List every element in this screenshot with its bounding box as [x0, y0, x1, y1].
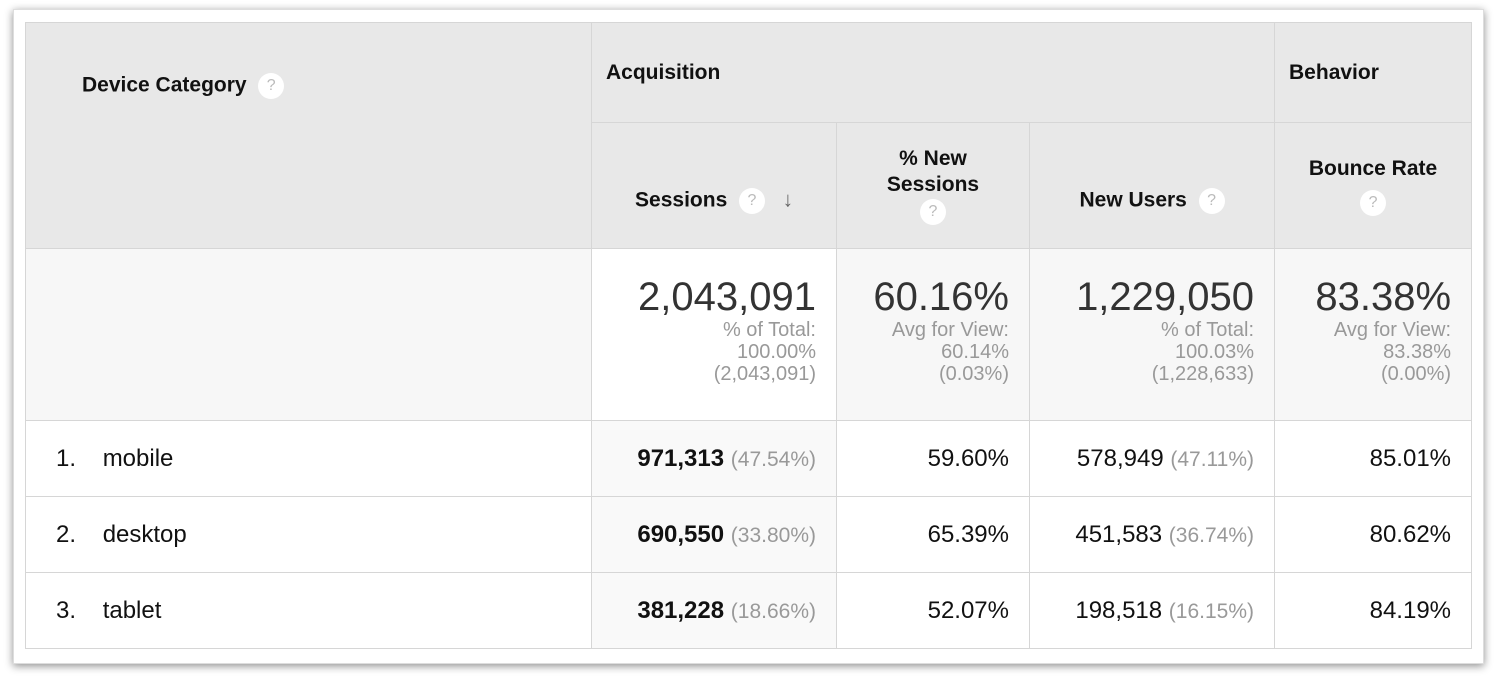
help-icon[interactable]: ?	[1198, 187, 1225, 214]
bounce-cell: 80.62%	[1274, 496, 1473, 573]
header-sessions[interactable]: Sessions ? ↓	[591, 122, 837, 249]
new-users-cell: 578,949 (47.11%)	[1028, 420, 1276, 497]
pct-new-cell: 59.60%	[836, 420, 1030, 497]
summary-pct-new: 60.16% Avg for View: 60.14% (0.03%)	[836, 248, 1030, 421]
summary-bounce: 83.38% Avg for View: 83.38% (0.00%)	[1274, 248, 1473, 421]
sessions-cell: 381,228 (18.66%)	[591, 572, 837, 649]
summary-row: 2,043,091% of Total: 100.00% (2,043,091) 6…	[25, 248, 1473, 421]
sessions-cell: 690,550 (33.80%)	[591, 496, 837, 573]
device-report-table: Device Category ? Acquisition Behavior S…	[25, 22, 1473, 649]
arrow-down-icon[interactable]: ↓	[782, 188, 793, 212]
summary-sessions: 2,043,091% of Total: 100.00% (2,043,091)	[591, 248, 837, 421]
header-device-category[interactable]: Device Category ?	[25, 22, 592, 249]
help-icon[interactable]: ?	[1360, 189, 1387, 216]
pct-new-cell: 65.39%	[836, 496, 1030, 573]
header-bounce-rate[interactable]: Bounce Rate?	[1274, 122, 1473, 249]
summary-label-cell	[25, 248, 592, 421]
header-acquisition: Acquisition	[590, 22, 1276, 123]
new-users-cell: 198,518 (16.15%)	[1028, 572, 1276, 649]
new-users-cell: 451,583 (36.74%)	[1028, 496, 1276, 573]
table-row: 1. mobile 971,313 (47.54%) 59.60% 578,94…	[25, 420, 1473, 497]
device-cell[interactable]: 1. mobile	[25, 420, 592, 497]
summary-new-users: 1,229,050% of Total: 100.03% (1,228,633)	[1028, 248, 1276, 421]
help-icon[interactable]: ?	[920, 198, 946, 225]
bounce-cell: 85.01%	[1274, 420, 1473, 497]
help-icon[interactable]: ?	[738, 187, 765, 214]
bounce-cell: 84.19%	[1274, 572, 1473, 649]
device-cell[interactable]: 2. desktop	[25, 496, 592, 573]
help-icon[interactable]: ?	[258, 72, 285, 99]
device-cell[interactable]: 3. tablet	[25, 572, 592, 649]
pct-new-cell: 52.07%	[836, 572, 1030, 649]
sessions-cell: 971,313 (47.54%)	[591, 420, 837, 497]
header-pct-new-sessions[interactable]: % New Sessions?	[836, 122, 1030, 249]
header-behavior: Behavior	[1274, 22, 1473, 123]
table-row: 3. tablet 381,228 (18.66%) 52.07% 198,51…	[25, 572, 1473, 649]
header-new-users[interactable]: New Users ?	[1028, 122, 1276, 249]
table-row: 2. desktop 690,550 (33.80%) 65.39% 451,5…	[25, 496, 1473, 573]
